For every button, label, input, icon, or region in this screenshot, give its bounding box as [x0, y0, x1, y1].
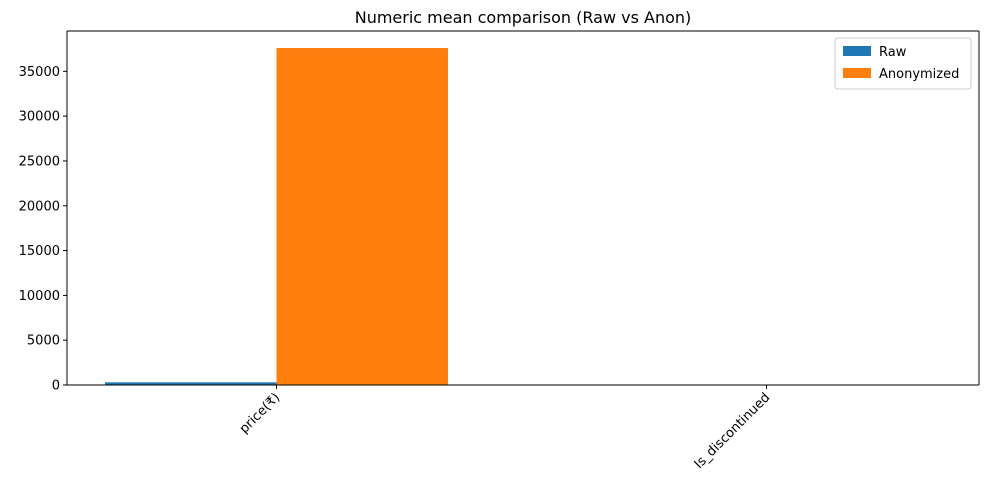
y-tick-label: 35000 — [19, 65, 60, 80]
legend-label-anonymized: Anonymized — [879, 67, 959, 82]
legend-swatch-raw — [843, 46, 871, 56]
bar-raw-0 — [105, 382, 277, 385]
chart-title: Numeric mean comparison (Raw vs Anon) — [355, 8, 692, 27]
legend-label-raw: Raw — [879, 45, 907, 60]
legend-swatch-anonymized — [843, 68, 871, 78]
y-tick-label: 10000 — [19, 289, 60, 304]
y-tick-label: 5000 — [27, 334, 60, 349]
bar-anonymized-0 — [276, 48, 448, 386]
y-tick-label: 0 — [52, 379, 60, 394]
y-tick-label: 25000 — [19, 154, 60, 169]
y-tick-label: 20000 — [19, 199, 60, 214]
legend: Raw Anonymized — [834, 37, 972, 90]
y-tick-label: 15000 — [19, 244, 60, 259]
y-tick-label: 30000 — [19, 110, 60, 125]
